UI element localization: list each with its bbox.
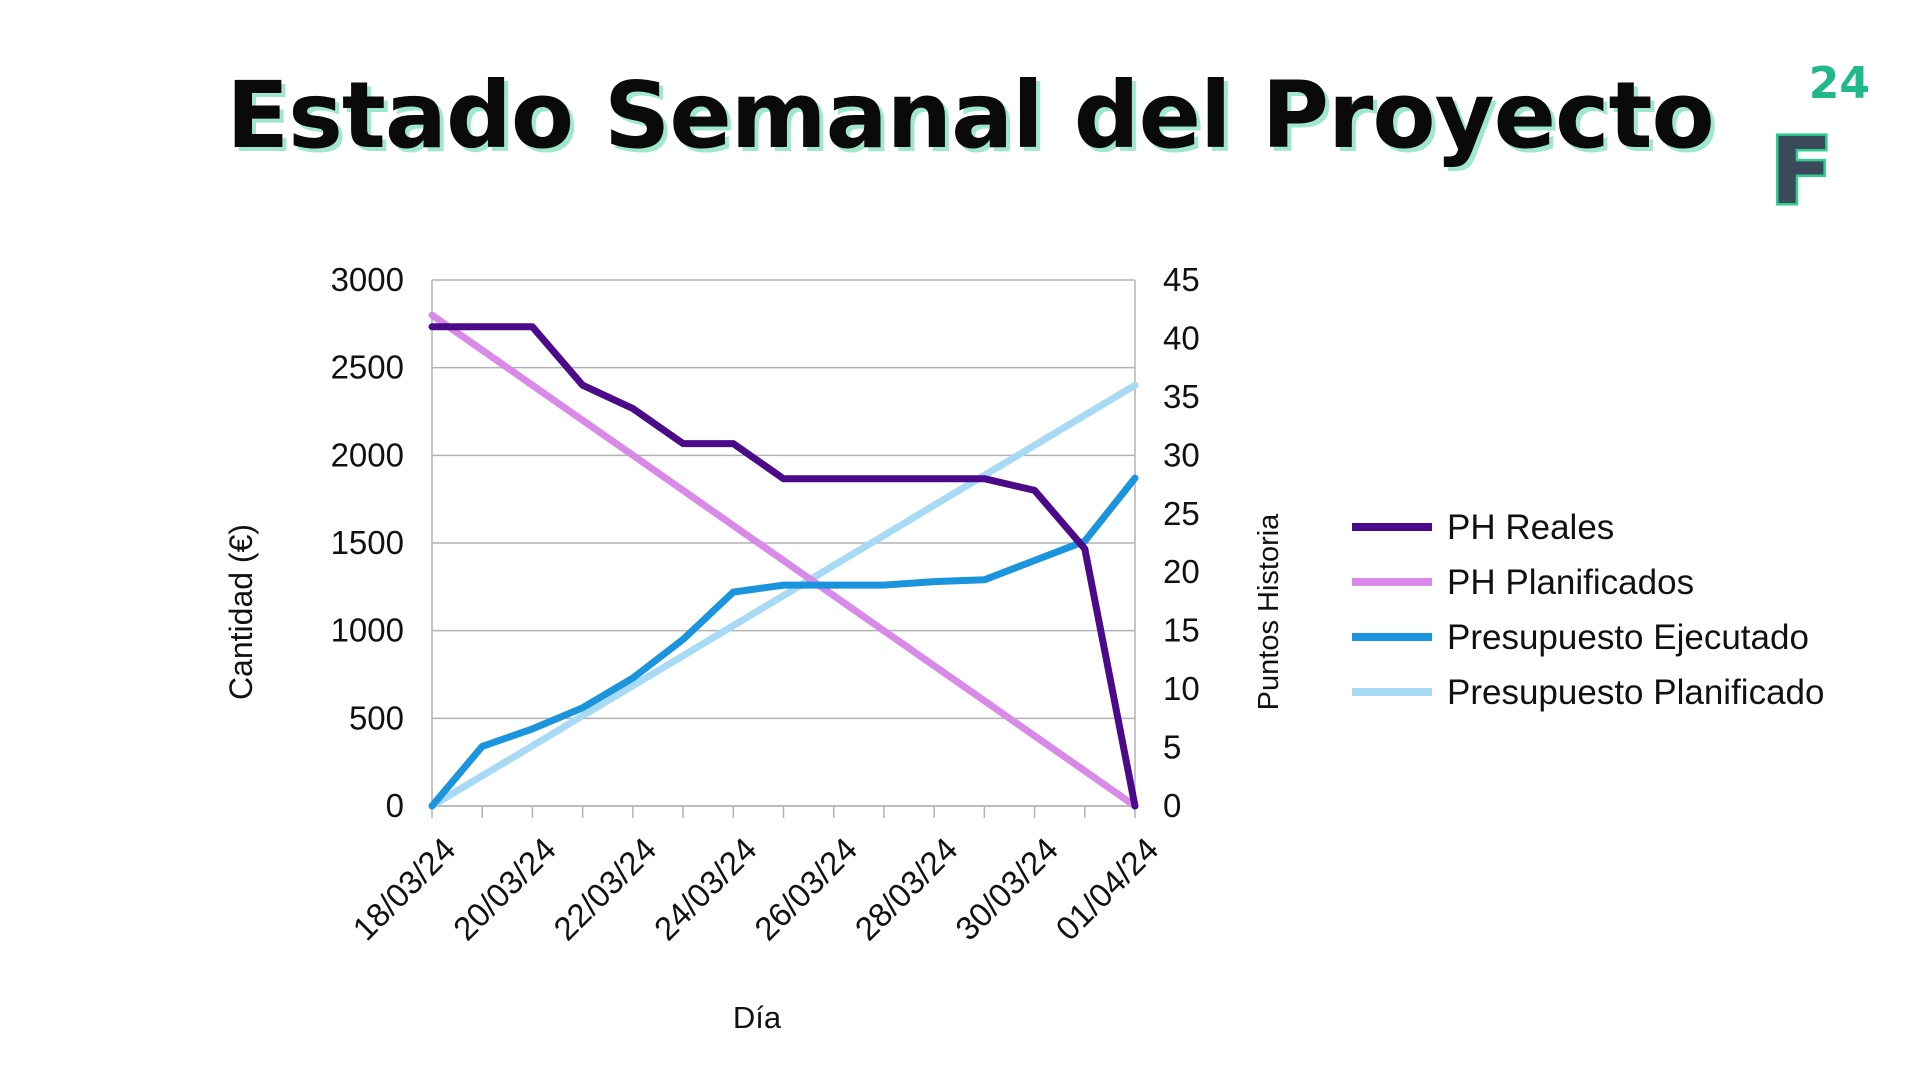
legend-label: Presupuesto Ejecutado [1447, 618, 1809, 657]
series-line-ph-planificados [428, 311, 1139, 810]
series-line-presupuesto-ejecutado [428, 474, 1139, 810]
page-title: Estado Semanal del Proyecto [226, 62, 1714, 169]
y-tick-right-0: 0 [1163, 787, 1181, 824]
y-tick-right-10: 10 [1163, 670, 1200, 707]
logo-letter: F [1768, 116, 1836, 228]
x-tick-label: 28/03/24 [848, 830, 965, 947]
brand-logo: 24 F [1740, 50, 1880, 228]
x-tick-label: 26/03/24 [747, 830, 864, 947]
y-tick-right-40: 40 [1163, 319, 1200, 356]
x-axis-label: Día [733, 1000, 782, 1035]
y-tick-left-2500: 2500 [331, 349, 404, 386]
x-tick-label: 24/03/24 [647, 830, 764, 947]
chart-series-lines [428, 311, 1139, 810]
y-tick-left-1500: 1500 [331, 524, 404, 561]
series-line-presupuesto-planificado [428, 381, 1139, 810]
y-tick-left-3000: 3000 [331, 261, 404, 298]
y-tick-right-15: 15 [1163, 612, 1200, 649]
y-axis-label-left: Cantidad (€) [223, 524, 259, 700]
y-tick-left-500: 500 [349, 699, 404, 736]
x-tick-label: 20/03/24 [446, 830, 563, 947]
y-tick-left-2000: 2000 [331, 436, 404, 473]
legend-label: PH Reales [1447, 508, 1614, 547]
chart-legend: PH Reales PH Planificados Presupuesto Ejec… [1352, 508, 1824, 712]
y-axis-label-right: Puntos Historia [1253, 513, 1285, 711]
legend-label: PH Planificados [1447, 563, 1694, 602]
y-tick-right-30: 30 [1163, 436, 1200, 473]
chart-axes [431, 280, 1136, 818]
x-tick-label: 22/03/24 [546, 830, 663, 947]
y-tick-right-35: 35 [1163, 378, 1200, 415]
y-tick-right-45: 45 [1163, 261, 1200, 298]
y-tick-left-1000: 1000 [331, 612, 404, 649]
series-line-ph-reales [428, 323, 1139, 810]
y-tick-right-20: 20 [1163, 553, 1200, 590]
y-tick-left-0: 0 [386, 787, 404, 824]
x-tick-label: 30/03/24 [948, 830, 1065, 947]
legend-label: Presupuesto Planificado [1447, 673, 1824, 712]
y-tick-right-5: 5 [1163, 729, 1181, 766]
y-tick-right-25: 25 [1163, 495, 1200, 532]
logo-number: 24 [1808, 58, 1870, 109]
x-tick-label: 01/04/24 [1048, 830, 1165, 947]
x-tick-label: 18/03/24 [345, 830, 462, 947]
